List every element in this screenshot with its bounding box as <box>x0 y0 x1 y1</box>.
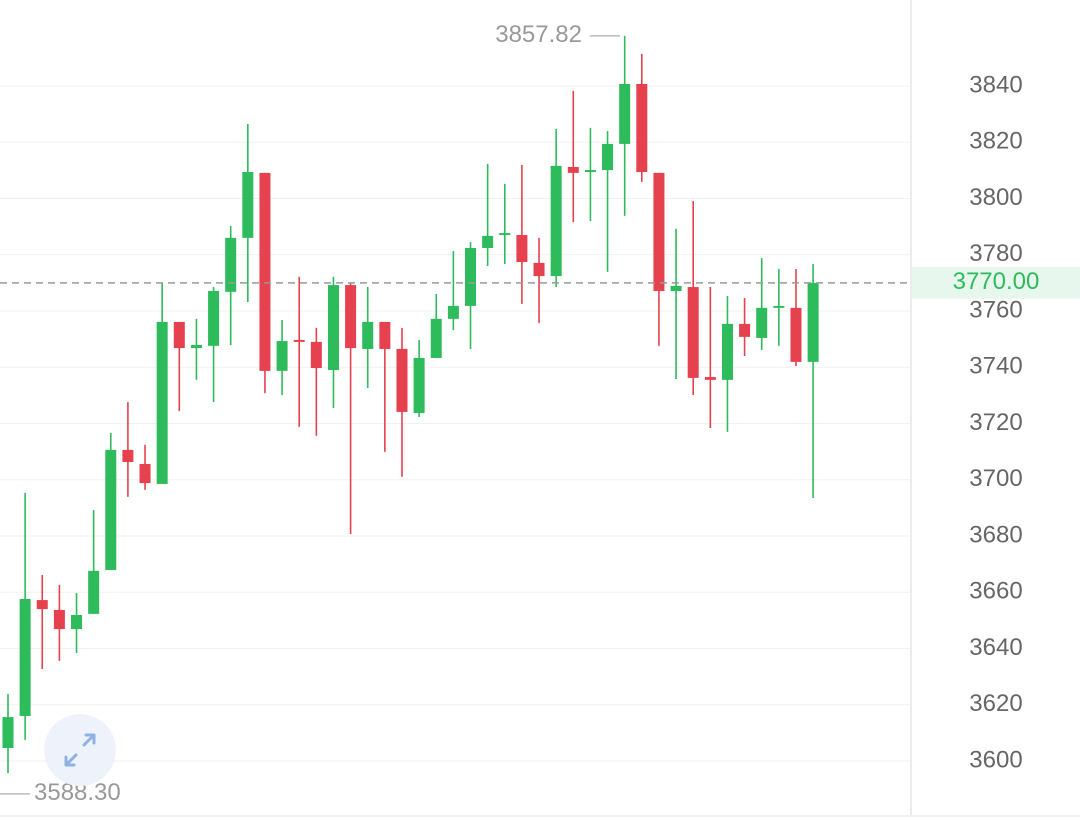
candle-body <box>327 285 339 371</box>
candle-body <box>362 321 374 349</box>
candle-body <box>636 84 648 173</box>
max-label: 3857.82 <box>495 21 582 48</box>
candle-body <box>208 290 220 346</box>
y-tick-label: 3780 <box>969 240 1022 267</box>
candle-body <box>345 285 357 349</box>
y-tick-label: 3720 <box>969 409 1022 436</box>
candle-body <box>756 307 768 338</box>
candle-body <box>2 717 14 749</box>
candle-body <box>704 377 716 380</box>
candle-body <box>499 233 511 236</box>
y-tick-label: 3840 <box>969 71 1022 98</box>
y-tick-label: 3800 <box>969 184 1022 211</box>
candle-body <box>242 172 254 238</box>
expand-icon[interactable] <box>64 733 96 767</box>
candle-body <box>567 166 579 173</box>
candle-body <box>533 262 545 277</box>
y-tick-label: 3600 <box>969 746 1022 773</box>
candle-body <box>584 170 596 173</box>
candle-body <box>465 247 477 306</box>
candle-body <box>190 344 202 349</box>
y-tick-label: 3640 <box>969 634 1022 661</box>
candle-body <box>105 449 117 570</box>
candle-body <box>139 463 151 484</box>
candle-body <box>447 305 459 319</box>
candle-body <box>430 318 442 358</box>
y-tick-label: 3620 <box>969 690 1022 717</box>
candle-body <box>276 341 288 371</box>
candle-body <box>310 341 322 369</box>
candle-body <box>122 449 134 462</box>
expand-button-bg[interactable] <box>44 714 116 786</box>
candle-body <box>53 609 65 630</box>
candle-body <box>482 235 494 248</box>
candle-body <box>687 287 699 378</box>
candle-body <box>413 357 425 414</box>
y-tick-label: 3680 <box>969 521 1022 548</box>
candle-body <box>88 570 100 614</box>
candle-body <box>259 172 271 371</box>
y-tick-label: 3740 <box>969 353 1022 380</box>
candle-body <box>173 321 185 349</box>
candle-body <box>739 323 751 337</box>
candle-body <box>773 305 785 308</box>
expand-button[interactable] <box>44 714 116 786</box>
candle-body <box>619 84 631 144</box>
candle-body <box>225 237 237 292</box>
candle-body <box>721 323 733 380</box>
candle-body <box>790 307 802 362</box>
candle-body <box>653 172 665 291</box>
candle-body <box>670 285 682 291</box>
candle-body <box>602 143 614 171</box>
y-tick-label: 3700 <box>969 465 1022 492</box>
candle-body <box>516 235 528 263</box>
candle-body <box>550 165 562 277</box>
candle-body <box>807 282 819 362</box>
candle-body <box>396 348 408 412</box>
candle-body <box>293 339 305 342</box>
y-tick-label: 3820 <box>969 128 1022 155</box>
candle-body <box>71 614 83 630</box>
candle-body <box>379 321 391 349</box>
candle-body <box>156 321 168 484</box>
candle-body <box>36 600 48 610</box>
candle-body <box>19 598 31 716</box>
last-price-label: 3770.00 <box>953 268 1040 295</box>
y-tick-label: 3760 <box>969 296 1022 323</box>
last-price-tag <box>912 266 1080 299</box>
y-tick-label: 3660 <box>969 578 1022 605</box>
